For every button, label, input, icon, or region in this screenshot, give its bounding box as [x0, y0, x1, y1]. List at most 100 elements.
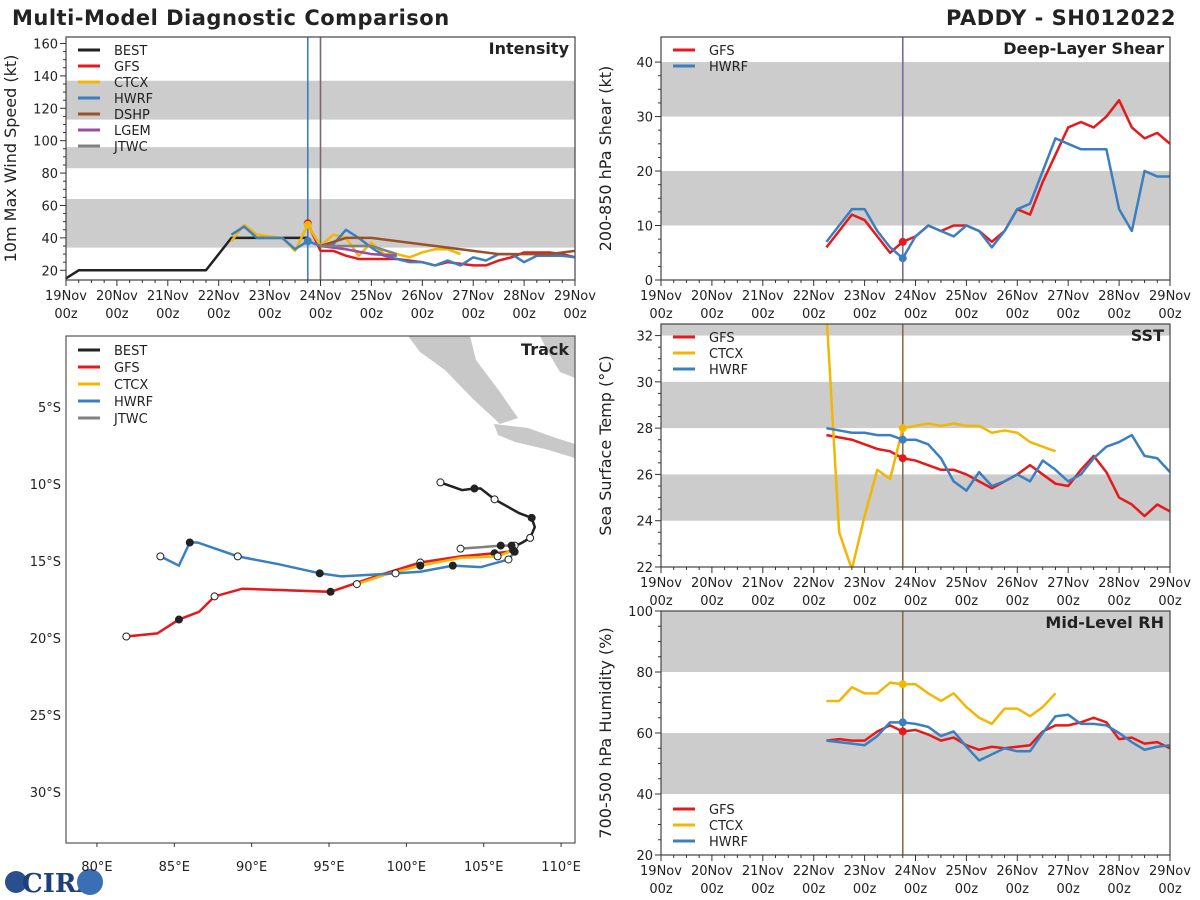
legend-label: GFS	[709, 44, 735, 59]
x-tick-label: 95°E	[313, 860, 344, 875]
legend-label: GFS	[114, 60, 140, 75]
x-tick-label: 00z	[1057, 307, 1081, 322]
legend-label: CTCX	[114, 76, 148, 91]
x-tick-label: 28Nov	[1098, 576, 1140, 591]
legend-label: HWRF	[709, 60, 748, 75]
x-tick-label: 22Nov	[198, 289, 240, 304]
legend-label: HWRF	[709, 835, 748, 850]
legend-label: BEST	[114, 344, 147, 359]
x-tick-label: 00z	[904, 307, 928, 322]
x-tick-label: 00z	[462, 307, 486, 322]
x-tick-label: 25Nov	[945, 576, 987, 591]
track-point-hwrf	[315, 569, 324, 578]
y-axis-label: 700-500 hPa Humidity (%)	[596, 627, 615, 838]
intensity-panel: 19Nov 00z 20Nov 00z 21Nov 00z 22Nov 00z 23Nov 00z…	[1, 36, 596, 322]
x-tick-label: 00z	[1158, 307, 1182, 322]
y-tick-label: 20°S	[30, 632, 61, 647]
y-tick-label: 80	[636, 666, 653, 681]
marker-ctcx	[898, 680, 907, 689]
logo-globe-icon	[5, 871, 27, 893]
x-tick-label: 00z	[751, 594, 775, 609]
y-tick-label: 40	[636, 56, 653, 71]
y-tick-label: 100	[33, 135, 58, 150]
panel-title: Track	[521, 340, 569, 359]
y-tick-label: 0	[645, 274, 653, 289]
x-tick-label: 00z	[955, 594, 979, 609]
x-tick-label: 00z	[1057, 882, 1081, 897]
x-tick-label: 00z	[1158, 594, 1182, 609]
legend-label: JTWC	[113, 140, 148, 155]
legend-label: LGEM	[114, 124, 151, 139]
y-tick-label: 80	[41, 167, 58, 182]
plot-area	[661, 611, 1170, 855]
legend-label: CTCX	[114, 378, 148, 393]
marker-ctcx	[303, 220, 312, 229]
plot-area	[122, 336, 575, 641]
y-tick-label: 20	[636, 165, 653, 180]
x-tick-label: 00z	[649, 594, 673, 609]
x-tick-label: 19Nov	[640, 289, 682, 304]
x-tick-label: 00z	[802, 307, 826, 322]
track-point-hwrf	[156, 552, 165, 561]
x-tick-label: 20Nov	[691, 864, 733, 879]
x-tick-label: 00z	[751, 307, 775, 322]
shaded-band	[661, 62, 1170, 117]
x-tick-label: 25Nov	[350, 289, 392, 304]
x-tick-label: 00z	[54, 307, 78, 322]
y-tick-label: 20	[41, 264, 58, 279]
shear-panel: 19Nov 00z 20Nov 00z 21Nov 00z 22Nov 00z 23Nov 00z…	[596, 36, 1191, 322]
track-point-hwrf	[233, 552, 242, 561]
x-tick-label: 00z	[700, 307, 724, 322]
series-line-hwrf	[826, 713, 1170, 762]
track-point-gfs	[210, 592, 219, 601]
y-tick-label: 22	[636, 561, 653, 576]
legend-label: GFS	[709, 803, 735, 818]
shaded-band	[661, 171, 1170, 226]
logo-emblem-icon	[77, 869, 103, 895]
y-axis-label: 10m Max Wind Speed (kt)	[1, 55, 20, 263]
x-tick-label: 22Nov	[793, 576, 835, 591]
legend-label: HWRF	[114, 92, 153, 107]
track-point-ctcx	[416, 561, 425, 570]
marker-ctcx	[898, 424, 907, 433]
land-mass	[408, 336, 518, 424]
marker-hwrf	[898, 254, 907, 263]
marker-gfs	[898, 237, 907, 246]
y-tick-label: 60	[41, 199, 58, 214]
x-tick-label: 00z	[955, 307, 979, 322]
track-point-best	[436, 478, 445, 487]
track-point-gfs	[122, 632, 131, 641]
y-tick-label: 100	[628, 605, 653, 620]
track-panel: 80°E 85°E 90°E 95°E 100°E 105°E 110°E 5°S 10°S 15…	[30, 335, 581, 875]
series-line-dshp	[320, 236, 575, 256]
y-tick-label: 30	[636, 111, 653, 126]
y-tick-label: 160	[33, 37, 58, 52]
shaded-band	[661, 381, 1170, 429]
track-point-best	[526, 533, 535, 542]
series-line-hwrf	[825, 137, 1170, 260]
panel-title: Intensity	[489, 39, 570, 58]
x-tick-label: 23Nov	[249, 289, 291, 304]
x-tick-label: 00z	[751, 882, 775, 897]
x-tick-label: 00z	[802, 882, 826, 897]
x-tick-label: 19Nov	[640, 864, 682, 879]
legend-label: HWRF	[709, 363, 748, 378]
x-tick-label: 28Nov	[1098, 864, 1140, 879]
x-tick-label: 23Nov	[844, 289, 886, 304]
marker-hwrf	[898, 435, 907, 444]
x-tick-label: 26Nov	[996, 289, 1038, 304]
x-tick-label: 00z	[563, 307, 587, 322]
marker-hwrf	[898, 718, 907, 727]
x-tick-label: 24Nov	[895, 289, 937, 304]
x-tick-label: 00z	[360, 307, 384, 322]
legend-label: DSHP	[114, 108, 150, 123]
x-tick-label: 00z	[512, 307, 536, 322]
y-tick-label: 25°S	[30, 709, 61, 724]
x-tick-label: 27Nov	[1047, 576, 1089, 591]
y-tick-label: 40	[636, 788, 653, 803]
track-point-best	[527, 513, 536, 522]
cira-logo: CIRA	[5, 869, 103, 899]
y-tick-label: 60	[636, 727, 653, 742]
track-point-jtwc	[456, 544, 465, 553]
